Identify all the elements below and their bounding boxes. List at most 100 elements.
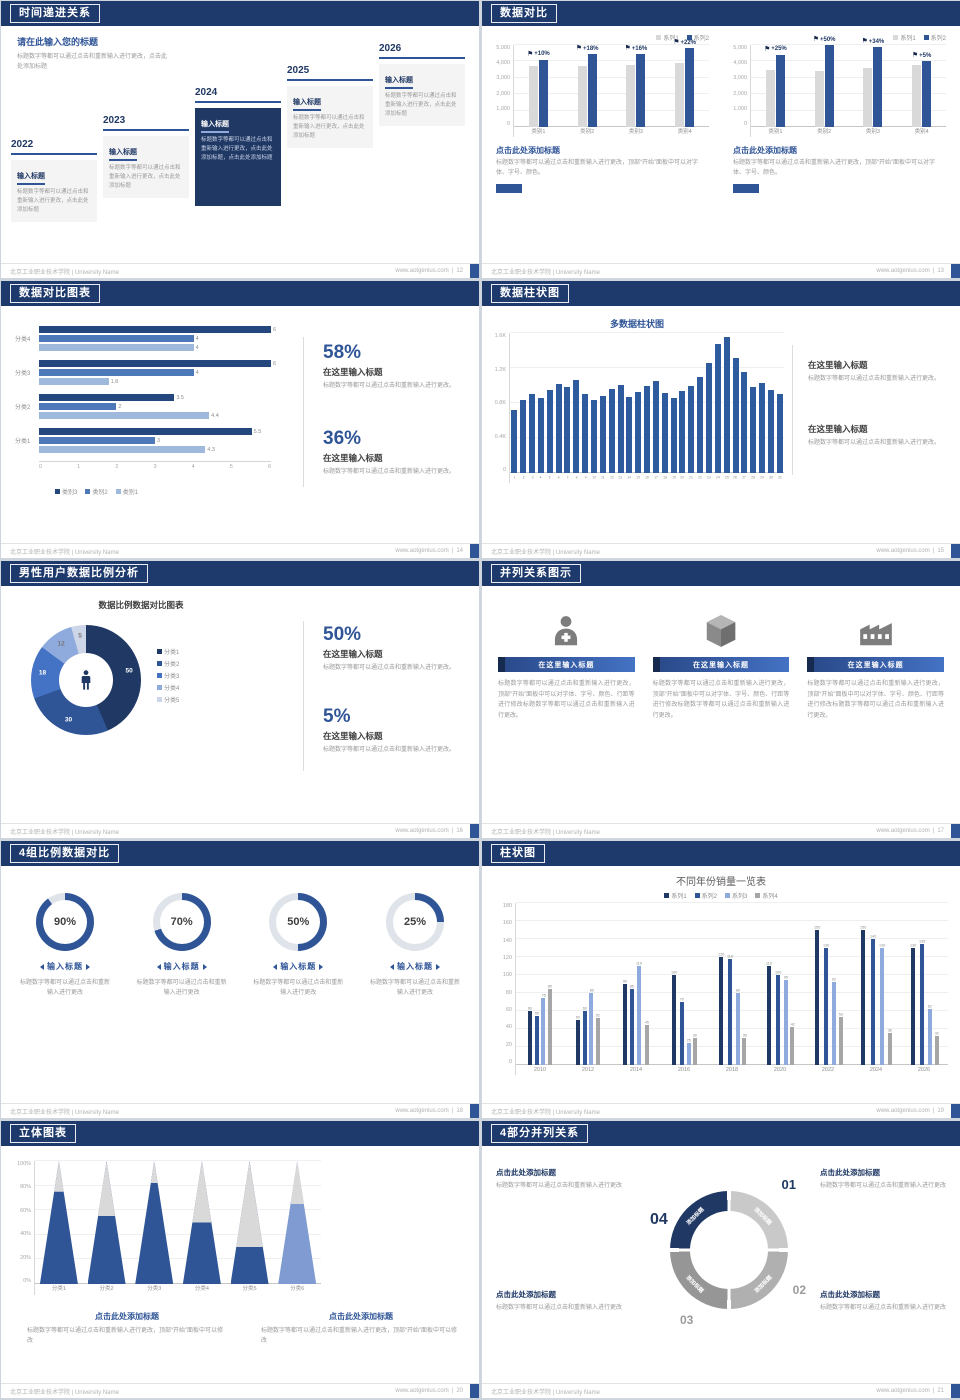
parallel-item: 在这里输入标题 标题数字等都可以通过点击和重新输入进行更改，顶部“开始”面板中可… [807, 605, 945, 721]
blab: 52 [595, 1013, 600, 1019]
vbars [670, 333, 677, 473]
timeline-card: 输入标题 标题数字等都可以通过点击和重新输入进行更改，点击此处添加标题 [11, 160, 97, 222]
stat-title: 在这里输入标题 [808, 360, 868, 370]
slide-data-comparison: 数据对比 系列1 系列2 5,000 4,000 3,000 2,000 1,000 0 ⚑ +… [482, 1, 960, 278]
yt: 120 [502, 954, 512, 961]
barcol: 135 [918, 903, 926, 1065]
vbars: 50 60 80 52 [575, 903, 600, 1065]
vbars [582, 333, 589, 473]
vcol: 27 [740, 333, 749, 483]
blab: 62 [927, 1004, 933, 1010]
blab: 60 [528, 1006, 533, 1012]
block-body: 标题数字等都可以通过点击和重新输入进行更改，顶部“开始”面板中可以修改 [261, 1328, 457, 1345]
vbar [520, 400, 527, 473]
barcol [529, 333, 536, 473]
slide-four-part-cycle: 4部分并列关系 添加标题 添加标题 添加标题 添加标题 01 02 03 04 … [482, 1121, 960, 1398]
xlab: 10 [592, 476, 596, 480]
accent-button[interactable] [496, 184, 522, 194]
ring-value: 25% [392, 900, 437, 944]
blab: 150 [860, 925, 867, 931]
vcol: ⚑ +34% 类别3 [849, 38, 898, 137]
vcol: 25 [722, 333, 731, 483]
barcol: 30 [692, 903, 698, 1065]
xlab: 分类3 [147, 1286, 162, 1292]
vbars: 60 55 75 85 [527, 903, 552, 1065]
barcol: 110 [635, 903, 643, 1065]
vcol: 3 [528, 333, 537, 483]
panel-body: 标题数字等都可以通过点击和重新输入进行更改，顶部“开始”面板中可以对字体、字号、… [496, 160, 698, 176]
slide-footer: 北京工业职业技术学院 | University Name www.aotgeni… [482, 1383, 960, 1398]
divider [303, 621, 304, 771]
conewrap [135, 1161, 174, 1284]
ylabs: 5,000 4,000 3,000 2,000 1,000 0 [496, 45, 513, 127]
panel-body: 标题数字等都可以通过点击和重新输入进行更改，顶部“开始”面板中可以对字体、字号、… [733, 160, 935, 176]
lgtxt: 系列1 [663, 36, 679, 42]
xlab: 2024 [869, 1067, 883, 1073]
blab: 140 [869, 934, 876, 940]
slide-progress-rings: 4组比例数据对比 90% 输入标题 标题数字等都可以通过点击和重新输入进行更改 … [1, 841, 479, 1118]
ring-body: 标题数字等都可以通过点击和重新输入进行更改 [136, 980, 227, 997]
barcol [912, 45, 922, 127]
blab: 120 [717, 952, 725, 958]
barcol: 85 [629, 903, 635, 1065]
box-icon [706, 615, 736, 647]
stat-percent: 58% [323, 342, 362, 363]
barcol: 120 [717, 903, 725, 1065]
atxt: +25% [771, 46, 787, 53]
blab: 42 [790, 1022, 795, 1028]
xlab: 17 [654, 476, 658, 480]
vbars: 130 135 62 32 [909, 903, 940, 1065]
yt: 4,000 [733, 60, 747, 67]
footer-page: 21 [937, 1388, 944, 1394]
footer-page: 20 [456, 1388, 463, 1394]
vcol: 分类3 [130, 1161, 178, 1295]
stat-body: 标题数字等都可以通过点击和重新输入进行更改。 [808, 440, 941, 446]
slide-title: 男性用户数据比例分析 [10, 563, 148, 584]
cone-chart: 100% 80% 60% 40% 20% 0% 分类1 分类2 分类3 分类4 分类5 分类6 [17, 1160, 321, 1295]
vcol: 60 55 75 85 2010 [516, 903, 564, 1075]
vbar [644, 386, 651, 473]
conewrap [87, 1161, 126, 1284]
atxt: +18% [583, 45, 599, 52]
vcol: 130 135 62 32 2026 [900, 903, 948, 1075]
ring-value: 50% [276, 900, 321, 944]
slide-title: 4组比例数据对比 [10, 843, 120, 864]
lgsq [725, 893, 730, 898]
yt: 5,000 [733, 45, 747, 51]
slide-header-bar: 数据对比 [482, 1, 960, 26]
barcol [688, 333, 695, 473]
barcol [670, 333, 677, 473]
lgtxt: 分类1 [164, 650, 180, 656]
accent-button[interactable] [733, 184, 759, 194]
cols: 1 2 3 4 5 6 7 8 9 10 11 12 13 14 15 16 17 18 19 20 21 22 23 24 2… [510, 333, 784, 483]
xlab: 类别2 [817, 129, 832, 135]
vbar [686, 1042, 691, 1065]
blab: 110 [765, 961, 772, 967]
footer-right: www.aotgenius.com | 19 [876, 1103, 960, 1118]
timeline-item: 2023 输入标题 标题数字等都可以通过点击和重新输入进行更改，点击此处添加标题 [103, 115, 189, 198]
icon-box [807, 605, 944, 657]
barcol [750, 333, 757, 473]
vcol: ⚑ +5% 类别4 [897, 45, 946, 137]
footer-url: www.aotgenius.com [395, 1388, 449, 1394]
timeline-year: 2025 [287, 65, 310, 76]
barcol: 130 [909, 903, 917, 1065]
vbar [920, 943, 925, 1065]
timeline-year: 2023 [103, 115, 126, 126]
barcol [824, 45, 834, 127]
conetop [54, 1161, 64, 1192]
vcol: 30 [766, 333, 775, 483]
hcat: 分类4 [15, 337, 31, 343]
vbar [652, 381, 659, 473]
vcol: 28 [749, 333, 758, 483]
chart-title: 多数据柱状图 [609, 319, 664, 329]
vcol: 100 70 25 30 2016 [660, 903, 708, 1075]
icon-box [498, 605, 635, 657]
barcol: 150 [859, 903, 867, 1065]
ring-body: 标题数字等都可以通过点击和重新输入进行更改 [369, 980, 460, 997]
vbars [511, 333, 518, 473]
vbars [520, 333, 527, 473]
lgitem: 系列1 [664, 891, 687, 900]
vcol: 29 [758, 333, 767, 483]
flag: ⚑ [861, 38, 868, 46]
